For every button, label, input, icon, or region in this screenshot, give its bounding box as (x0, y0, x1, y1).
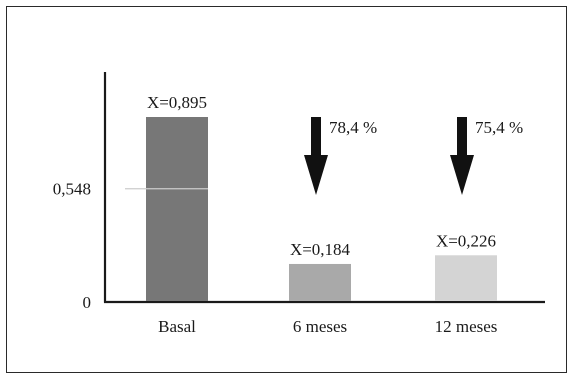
chart-axes: 0 0,548 (53, 72, 545, 312)
chart-annotations: 78,4 % 75,4 % (304, 117, 523, 195)
category-label-2: 12 meses (435, 317, 498, 336)
chart-bars (125, 117, 497, 301)
annotation-label-0: 78,4 % (329, 118, 377, 137)
chart-frame (6, 6, 567, 373)
bar-2 (435, 255, 497, 301)
data-label-1: X=0,184 (290, 240, 351, 259)
down-arrow-icon-1 (450, 117, 474, 195)
y-tick-label-1: 0,548 (53, 180, 91, 199)
category-label-0: Basal (158, 317, 196, 336)
data-label-0: X=0,895 (147, 93, 207, 112)
annotation-label-1: 75,4 % (475, 118, 523, 137)
data-label-2: X=0,226 (436, 231, 496, 250)
chart-labels: X=0,895 Basal X=0,184 6 meses X=0,226 12 mese… (147, 93, 497, 336)
category-label-1: 6 meses (293, 317, 347, 336)
y-tick-label-0: 0 (83, 293, 92, 312)
bar-0 (146, 117, 208, 301)
down-arrow-icon-0 (304, 117, 328, 195)
bar-1 (289, 263, 351, 301)
